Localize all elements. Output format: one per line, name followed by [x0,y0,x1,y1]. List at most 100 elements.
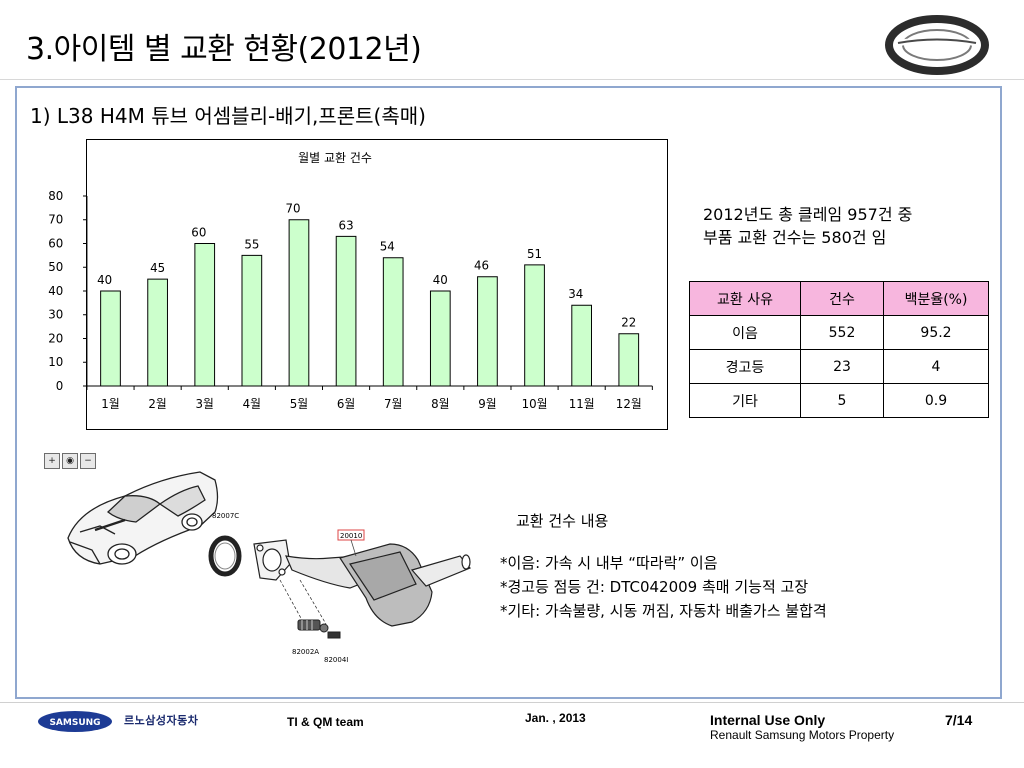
x-tick-label: 2월 [148,397,166,411]
zoom-in-icon[interactable]: + [44,453,60,469]
title-divider [0,79,1024,80]
y-tick-label: 20 [48,331,63,345]
bar [382,257,404,387]
spring-bolt-set [279,579,341,639]
data-label: 63 [339,218,354,232]
table-row: 기타 5 0.9 [689,383,989,418]
header-reason: 교환 사유 [689,281,801,316]
x-tick-label: 1월 [101,397,119,411]
samsung-logo: SAMSUNG [38,711,112,732]
renault-samsung-logo [885,15,989,75]
bar [524,264,545,387]
data-label: 70 [286,202,301,216]
header-count: 건수 [800,281,884,316]
gasket-ring [208,535,242,577]
list-item: *기타: 가속불량, 시동 꺼짐, 자동차 배출가스 불합격 [500,602,827,620]
table-header-row: 교환 사유 건수 백분율(%) [689,281,989,316]
footer-divider [0,702,1024,703]
table-row: 경고등 23 4 [689,349,989,384]
x-tick-label: 5월 [290,397,308,411]
cell-percent: 95.2 [883,315,989,350]
y-tick-label: 30 [48,308,63,322]
tube-flange [253,539,291,581]
exchange-reason-table: 교환 사유 건수 백분율(%) 이음 552 95.2 경고등 23 4 기타 … [689,281,989,418]
bar [100,290,121,387]
y-tick-label: 10 [48,355,63,369]
x-tick-label: 3월 [196,397,214,411]
data-label: 22 [621,316,636,330]
cell-percent: 0.9 [883,383,989,418]
data-label: 54 [380,240,395,254]
chart-title: 월별 교환 건수 [298,151,372,165]
details-title: 교환 건수 내용 [516,512,609,530]
brand-name-kr: 르노삼성자동차 [124,714,199,727]
cell-reason: 기타 [689,383,801,418]
x-tick-label: 7월 [384,397,402,411]
bar [147,278,168,387]
summary-line-1: 2012년도 총 클레임 957건 중 [703,205,913,224]
cell-count: 23 [800,349,884,384]
page-number: 7/14 [945,712,973,728]
part-label-bolt: 82004I [324,656,348,664]
content-frame [15,86,1002,699]
y-tick-label: 40 [48,284,63,298]
x-tick-label: 10월 [522,397,548,411]
y-tick-label: 60 [48,236,63,250]
data-label: 51 [527,247,542,261]
bar [477,276,498,387]
footer-team: TI & QM team [287,715,364,729]
chart-canvas: 월별 교환 건수 0 10 20 30 40 50 60 70 80 1월 2월 3월 4월 5월 6월 7월… [48,151,653,411]
chart-axes: 0 10 20 30 40 50 60 70 80 1월 2월 3월 4월 5월 6월 7월 8월 9월 10월 11… [48,189,653,411]
section-subtitle: 1) L38 H4M 튜브 어셈블리-배기,프론트(촉매) [30,104,426,128]
page-title: 3.아이템 별 교환 현황(2012년) [26,32,422,67]
bar [571,304,592,387]
part-label-spring: 82002A [292,648,319,656]
x-tick-label: 12월 [616,397,642,411]
chart-bars: 40 45 60 55 70 63 54 40 46 51 34 22 [97,202,640,387]
zoom-reset-icon[interactable]: ◉ [62,453,78,469]
bar [335,235,357,387]
data-label: 45 [150,261,165,275]
summary-line-2: 부품 교환 건수는 580건 임 [703,228,887,247]
cell-count: 552 [800,315,884,350]
footer-property: Renault Samsung Motors Property [710,728,895,742]
samsung-wordmark: SAMSUNG [49,718,100,728]
x-tick-label: 6월 [337,397,355,411]
claim-summary: 2012년도 총 클레임 957건 중 부품 교환 건수는 580건 임 [703,203,912,249]
bar [194,243,216,387]
part-label-tube: 20010 [340,532,362,540]
y-tick-label: 80 [48,189,63,203]
header-percent: 백분율(%) [883,281,989,316]
list-item: *이음: 가속 시 내부 “따라락” 이음 [500,554,718,572]
part-label-gasket: 82007C [212,512,239,520]
bar [618,333,640,387]
y-tick-label: 50 [48,260,63,274]
cell-reason: 경고등 [689,349,801,384]
y-tick-label: 0 [56,379,64,393]
monthly-exchange-chart: 월별 교환 건수 0 10 20 30 40 50 60 70 80 1월 2월 3월 4월 5월 6월 7월… [48,139,668,430]
zoom-out-icon[interactable]: − [80,453,96,469]
data-label: 60 [191,225,206,239]
bar [241,254,263,387]
list-item: *경고등 점등 건: DTC042009 촉매 기능적 고장 [500,578,809,596]
bar [288,219,310,387]
x-tick-label: 11월 [569,397,595,411]
zoom-toolbar: + ◉ − [44,453,96,469]
bar [429,290,451,387]
catalyst-tube [285,543,471,627]
data-label: 40 [97,273,112,287]
y-tick-label: 70 [48,213,63,227]
footer-internal-notice: Internal Use Only [710,712,826,728]
details-list: *이음: 가속 시 내부 “따라락” 이음 *경고등 점등 건: DTC0420… [500,551,827,623]
cell-percent: 4 [883,349,989,384]
data-label: 46 [474,259,489,273]
cell-reason: 이음 [689,315,801,350]
x-tick-label: 9월 [478,397,496,411]
exhaust-tube-diagram: 82007C 20010 82002A 82004I [67,471,471,664]
data-label: 55 [244,237,259,251]
x-tick-label: 4월 [243,397,261,411]
car-illustration [67,471,219,565]
data-label: 34 [568,287,583,301]
plot-area: 0 10 20 30 40 50 60 70 80 1월 2월 3월 4월 5월 6월 7월 8월 9월 10월 11… [48,189,653,411]
cell-count: 5 [800,383,884,418]
